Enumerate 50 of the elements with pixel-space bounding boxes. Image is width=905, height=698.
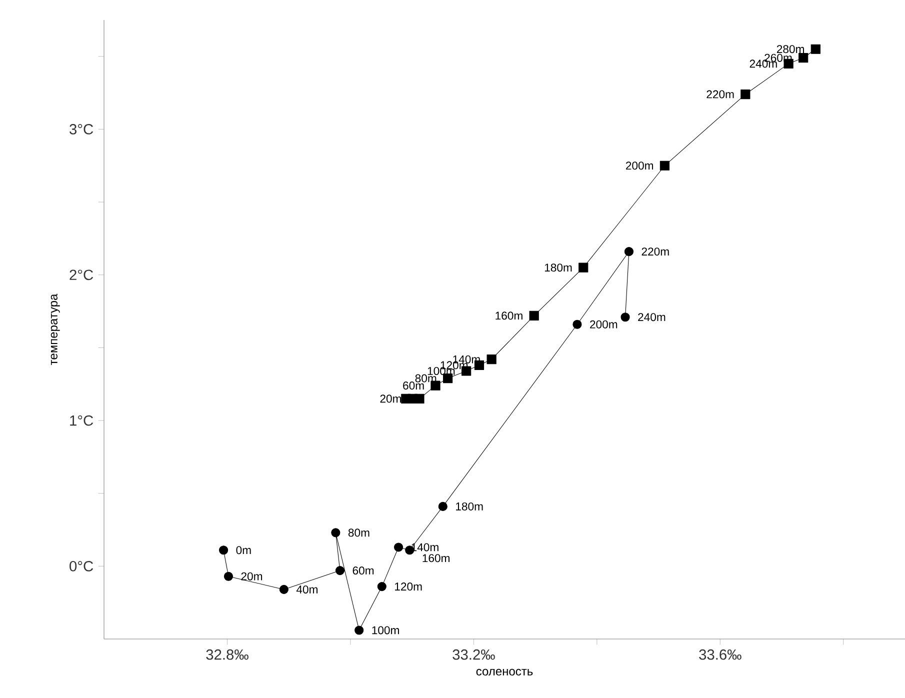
point (414, 394, 424, 404)
point (798, 53, 808, 63)
x-axis-title: соленость (476, 668, 533, 676)
y-tick-label: 2°C (70, 270, 94, 280)
annotation: 200m (590, 320, 618, 328)
point (377, 582, 386, 592)
point (224, 572, 234, 581)
point (624, 247, 634, 256)
annotation: 280m (776, 45, 804, 54)
point (660, 160, 670, 170)
annotation: 100m (372, 626, 399, 634)
point (486, 354, 496, 364)
annotation: 240m (750, 60, 777, 68)
annotation: 180m (544, 264, 572, 272)
point (394, 542, 404, 552)
point (620, 312, 630, 322)
annotation: 240m (638, 313, 666, 322)
point (331, 528, 340, 538)
point (438, 502, 448, 511)
point (335, 566, 345, 576)
x-tick-label: 32.8‰ (206, 649, 248, 660)
annotation: 120m (395, 582, 422, 591)
point (279, 584, 288, 594)
annotation: 80m (415, 374, 436, 382)
point (740, 89, 750, 100)
annotation: 220m (706, 90, 734, 98)
point (219, 546, 228, 555)
annotation: 200m (626, 162, 654, 170)
annotation: 60m (352, 566, 374, 575)
point (572, 320, 582, 329)
annotation: 40m (296, 585, 318, 594)
point (354, 626, 364, 635)
annotation: 20m (241, 572, 262, 580)
x-tick-label: 33.6‰ (699, 649, 742, 660)
point (578, 262, 588, 272)
annotation: 220m (642, 248, 669, 256)
y-axis-title: температура (50, 294, 60, 365)
y-tick-label: 0°C (70, 560, 94, 572)
annotation: 160m (422, 554, 450, 562)
annotation: 160m (496, 312, 522, 320)
annotation: 180m (456, 502, 483, 510)
annotation: 0m (236, 546, 251, 554)
x-tick-label: 33.2‰ (452, 649, 495, 660)
y-tick-label: 3°C (70, 124, 94, 134)
annotation: 20m (380, 394, 402, 403)
annotation: 80m (348, 528, 370, 537)
point (529, 310, 539, 320)
y-tick-label: 1°C (70, 415, 94, 426)
point (810, 44, 820, 54)
annotation: 60m (403, 382, 424, 390)
